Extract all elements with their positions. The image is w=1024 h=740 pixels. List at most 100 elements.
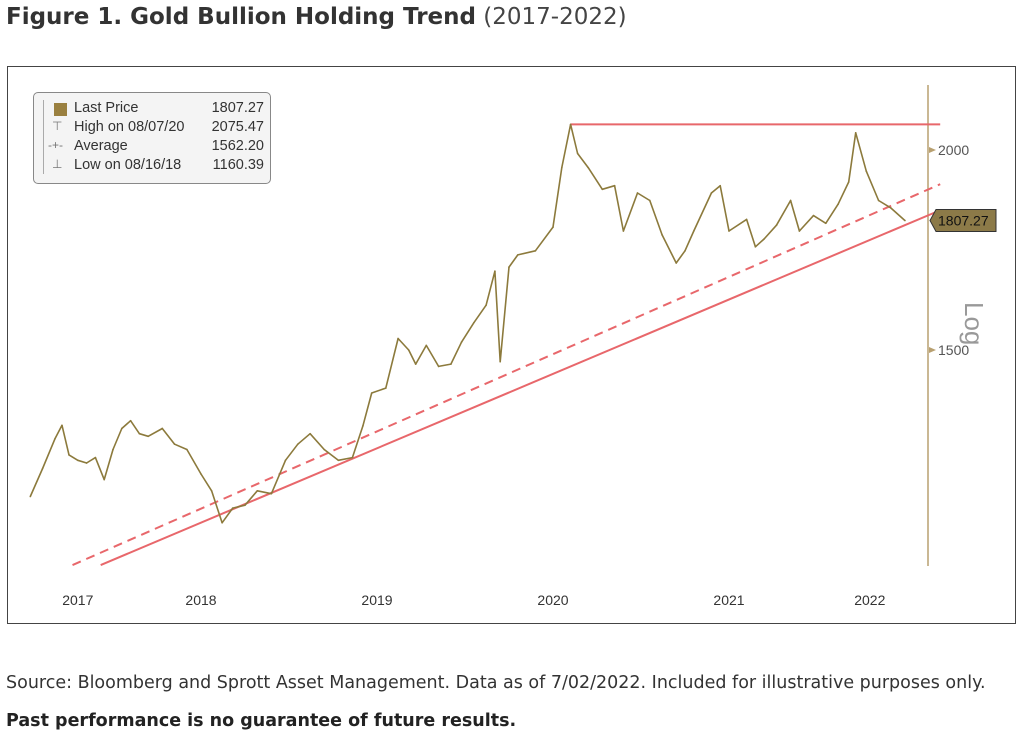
y-tick-mark bbox=[929, 347, 936, 354]
price-point bbox=[61, 424, 63, 427]
legend-label: Low on 08/16/18 bbox=[74, 157, 182, 173]
legend-value: 1160.39 bbox=[212, 157, 264, 173]
price-point bbox=[138, 432, 141, 435]
trendline-2 bbox=[72, 183, 941, 566]
price-point bbox=[517, 254, 519, 256]
x-tick-label-2018: 2018 bbox=[185, 592, 216, 608]
price-point bbox=[147, 435, 149, 438]
price-point bbox=[499, 360, 502, 363]
price-point bbox=[284, 459, 287, 462]
price-point bbox=[323, 448, 326, 451]
figure-caption: Source: Bloomberg and Sprott Asset Manag… bbox=[6, 664, 1021, 740]
x-tick-label-2022: 2022 bbox=[854, 592, 885, 608]
square-swatch-icon bbox=[54, 103, 67, 116]
price-point bbox=[865, 170, 868, 172]
chart-legend: Last Price 1807.27 ⊤ High on 08/07/20 2075.… bbox=[33, 92, 271, 184]
price-point bbox=[622, 230, 625, 232]
price-point bbox=[561, 166, 563, 169]
price-point bbox=[221, 521, 223, 524]
last-price-label: 1807.27 bbox=[938, 212, 989, 228]
legend-value: 2075.47 bbox=[211, 119, 264, 135]
price-point bbox=[877, 199, 880, 202]
price-point bbox=[812, 214, 815, 217]
price-point bbox=[256, 490, 259, 492]
price-point bbox=[351, 456, 354, 459]
price-point bbox=[297, 443, 299, 445]
price-point bbox=[825, 222, 827, 225]
price-point bbox=[763, 238, 765, 240]
x-tick-label-2021: 2021 bbox=[713, 592, 744, 608]
legend-value: 1562.20 bbox=[211, 138, 264, 154]
price-point bbox=[854, 132, 857, 134]
price-point bbox=[569, 123, 572, 126]
price-point bbox=[837, 203, 839, 206]
y-tick-mark bbox=[929, 147, 936, 153]
price-point bbox=[425, 344, 428, 347]
price-point bbox=[728, 230, 730, 232]
price-point bbox=[173, 443, 176, 445]
price-point bbox=[552, 226, 554, 228]
last-price-badge bbox=[929, 208, 997, 232]
price-point bbox=[775, 224, 778, 226]
figure-title: Figure 1. Gold Bullion Holding Trend (20… bbox=[6, 4, 627, 30]
price-point bbox=[649, 199, 651, 202]
y-tick-label: 2000 bbox=[938, 142, 969, 158]
x-tick-label-2019: 2019 bbox=[361, 592, 392, 608]
price-point bbox=[54, 438, 56, 440]
price-point bbox=[337, 459, 340, 462]
caption-disclaimer: Past performance is no guarantee of futu… bbox=[6, 711, 517, 731]
price-point bbox=[68, 454, 70, 456]
price-point bbox=[847, 181, 850, 183]
price-point bbox=[460, 341, 463, 343]
price-point bbox=[710, 192, 713, 194]
price-point bbox=[407, 349, 410, 351]
price-point bbox=[450, 363, 452, 365]
price-point bbox=[789, 199, 792, 202]
price-point bbox=[200, 473, 202, 475]
chart-frame bbox=[7, 66, 1016, 624]
price-point bbox=[186, 448, 188, 451]
price-point bbox=[370, 392, 373, 394]
legend-item-high: ⊤ High on 08/07/20 2075.47 bbox=[52, 119, 264, 138]
price-point bbox=[508, 266, 510, 268]
price-point bbox=[270, 492, 273, 495]
legend-item-last-price: Last Price 1807.27 bbox=[54, 100, 264, 119]
price-point bbox=[636, 192, 639, 194]
legend-label: Last Price bbox=[74, 100, 139, 116]
price-point bbox=[85, 462, 88, 464]
price-point bbox=[231, 507, 234, 509]
legend-label: High on 08/07/20 bbox=[74, 119, 185, 135]
price-point bbox=[112, 448, 114, 451]
price-point bbox=[576, 152, 579, 155]
price-point bbox=[601, 188, 604, 191]
price-point bbox=[77, 459, 79, 462]
price-line bbox=[29, 123, 906, 524]
x-tick-label-2020: 2020 bbox=[537, 592, 568, 608]
price-point bbox=[244, 504, 246, 506]
price-point bbox=[41, 467, 44, 470]
price-point bbox=[103, 478, 105, 481]
price-point bbox=[745, 218, 748, 221]
caption-source: Source: Bloomberg and Sprott Asset Manag… bbox=[6, 673, 986, 693]
legend-tree-line bbox=[43, 100, 44, 174]
price-point bbox=[494, 270, 496, 273]
price-point bbox=[798, 230, 801, 232]
price-point bbox=[414, 363, 417, 365]
legend-value: 1807.27 bbox=[211, 100, 264, 116]
price-point bbox=[129, 419, 132, 422]
price-point bbox=[385, 387, 387, 389]
price-point bbox=[485, 304, 487, 306]
price-point bbox=[121, 427, 123, 430]
price-point bbox=[94, 456, 97, 459]
price-point bbox=[675, 262, 677, 264]
legend-item-average: -+- Average 1562.20 bbox=[48, 138, 264, 157]
price-point bbox=[719, 184, 721, 187]
figure-title-main: Figure 1. Gold Bullion Holding Trend bbox=[6, 4, 476, 30]
legend-label: Average bbox=[74, 138, 128, 154]
price-point bbox=[161, 427, 164, 430]
price-point bbox=[904, 219, 906, 222]
figure-title-range: (2017-2022) bbox=[483, 4, 627, 30]
price-point bbox=[473, 321, 475, 324]
price-point bbox=[309, 432, 311, 435]
price-point bbox=[890, 207, 892, 209]
